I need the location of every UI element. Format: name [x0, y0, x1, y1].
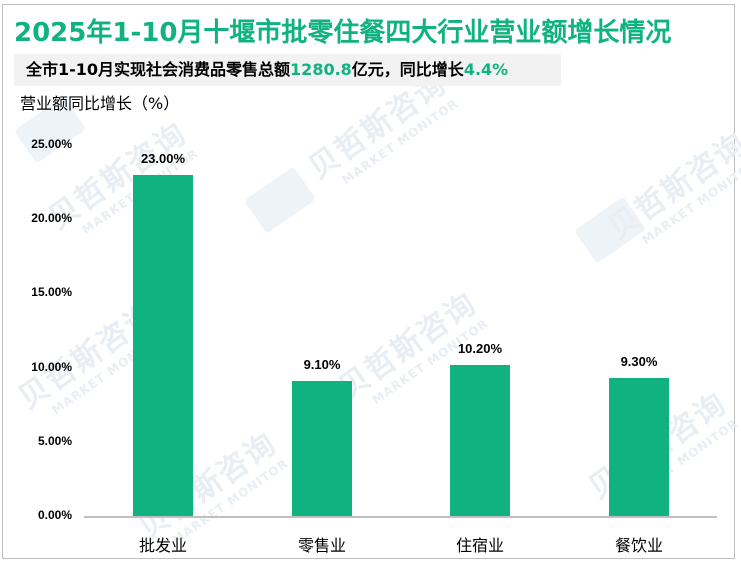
y-tick-label: 15.00% [31, 285, 72, 300]
subtitle-highlight-growth: 4.4% [463, 60, 509, 79]
bar-4 [609, 377, 669, 516]
y-tick-label: 25.00% [31, 137, 72, 151]
data-label: 9.10% [303, 356, 341, 372]
y-tick-label: 0.00% [37, 508, 72, 522]
y-tick-label: 5.00% [37, 433, 72, 448]
x-category-label: 住宿业 [455, 536, 504, 555]
x-category-label: 零售业 [297, 536, 346, 555]
subtitle-text: 亿元，同比增长 [351, 60, 464, 79]
chart-title: 2025年1-10月十堰市批零住餐四大行业营业额增长情况 [14, 18, 672, 48]
subtitle-text: 全市1-10月实现社会消费品零售总额 [26, 60, 291, 79]
data-label: 23.00% [140, 150, 186, 166]
x-axis-line [84, 516, 717, 518]
y-tick-label: 20.00% [31, 211, 72, 226]
chart-subtitle: 全市1-10月实现社会消费品零售总额1280.8亿元，同比增长4.4% [14, 54, 561, 86]
subtitle-highlight-total: 1280.8 [290, 60, 352, 79]
x-category-label: 批发业 [138, 536, 187, 555]
data-label: 10.20% [457, 340, 503, 356]
bar-1 [133, 174, 193, 516]
bar-2 [292, 380, 352, 516]
bar-3 [450, 364, 510, 516]
y-tick-label: 10.00% [31, 359, 72, 374]
x-category-label: 餐饮业 [614, 536, 663, 555]
y-axis-label: 营业额同比增长（%） [20, 94, 180, 113]
chart-frame [2, 4, 735, 559]
data-label: 9.30% [620, 353, 658, 369]
